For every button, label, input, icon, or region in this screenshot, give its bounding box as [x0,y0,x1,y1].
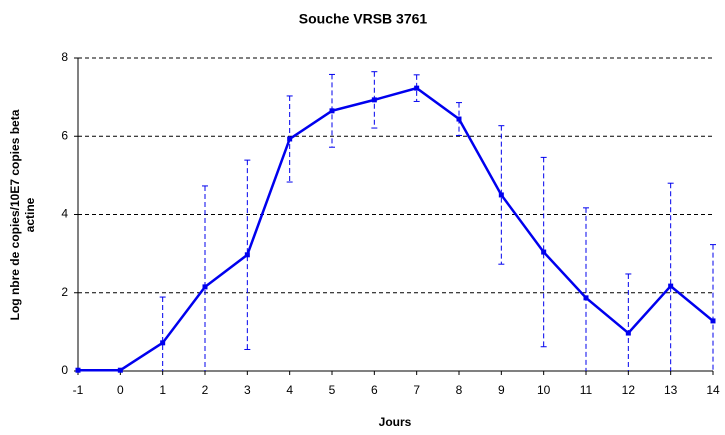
x-tick-label: 0 [117,383,124,397]
point [244,252,250,258]
x-tick-label: 3 [244,383,251,397]
y-tick-label: 0 [61,363,68,377]
x-tick-label: -1 [73,383,84,397]
point [202,284,208,290]
x-tick-label: 8 [456,383,463,397]
y-tick-label: 8 [61,50,68,64]
x-tick-label: 5 [329,383,336,397]
point [541,249,547,255]
point [498,192,504,198]
point [456,116,462,122]
line [78,86,714,372]
x-tick-label: 14 [706,383,720,397]
x-tick-label: 2 [202,383,209,397]
x-tick-label: 4 [286,383,293,397]
x-tick-label: 7 [413,383,420,397]
y-axis-label: Log nbre de copies/10E7 copies beta [8,109,22,320]
point [287,136,293,142]
point [583,295,589,301]
point [160,340,166,346]
point [668,283,674,289]
x-tick-label: 13 [664,383,678,397]
x-tick-label: 11 [580,383,593,397]
chart-title: Souche VRSB 3761 [299,11,428,27]
point [117,367,123,373]
y-tick-label: 6 [61,128,68,142]
point [75,367,81,373]
x-tick-label: 1 [159,383,166,397]
y-axis-label: actine [23,197,37,232]
x-tick-label: 12 [622,383,636,397]
point [371,97,377,103]
x-tick-label: 9 [498,383,505,397]
y-tick-label: 4 [61,207,68,221]
point [710,318,716,324]
x-axis-label: Jours [379,415,412,429]
point [329,108,335,114]
y-tick-label: 2 [61,285,68,299]
point [414,85,420,91]
x-tick-label: 6 [371,383,378,397]
x-tick-label: 10 [537,383,551,397]
point [625,330,631,336]
